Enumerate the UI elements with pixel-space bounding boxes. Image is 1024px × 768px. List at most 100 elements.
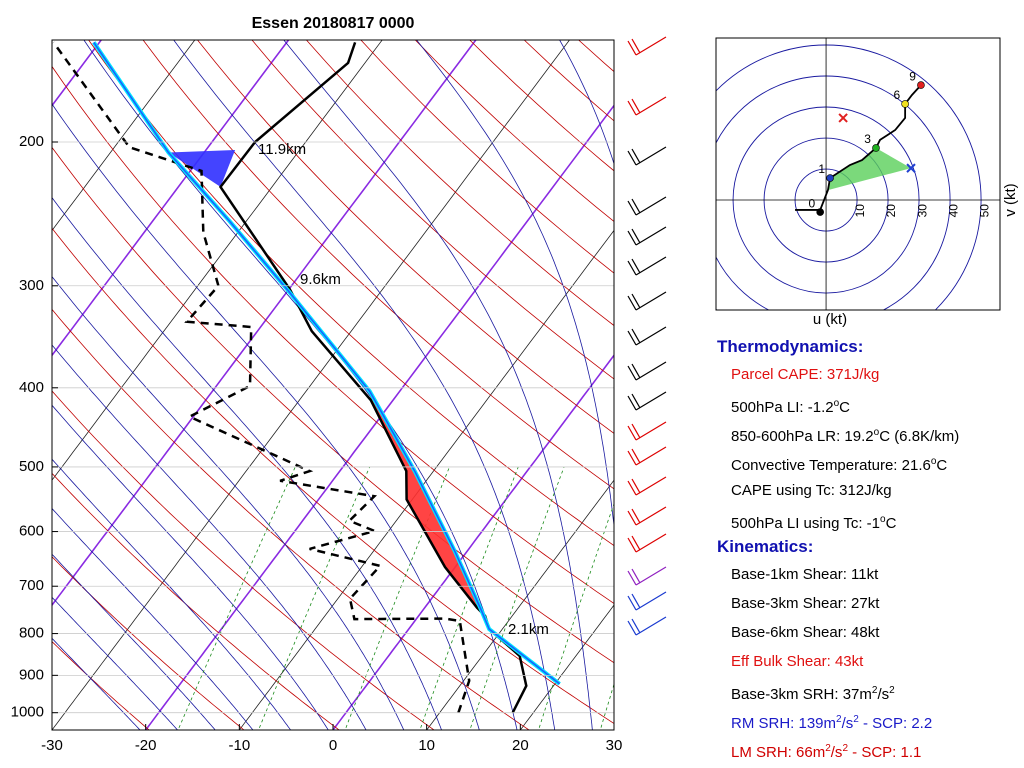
wind-barb [631,228,641,244]
wind-barb [631,568,641,584]
isotherm [52,40,383,481]
wind-barb [631,198,641,214]
hodo-marker [816,208,824,216]
index-line: Base-3km Shear: 27kt [717,589,1022,618]
y-tick-label: 400 [19,379,44,396]
height-annotation: 11.9km [258,141,306,158]
indices-panel: Thermodynamics: Parcel CAPE: 371J/kg 500hP… [717,334,1022,763]
index-line: CAPE using Tc: 312J/kg [717,476,1022,505]
index-text: C [885,515,897,532]
wind-barb [631,293,641,309]
wind-barb [635,36,667,56]
index-line: 850-600hPa LR: 19.2oC (6.8K/km) [717,418,1022,447]
hodo-marker [901,100,909,108]
index-text: Convective Temperature: 21.6 [731,457,931,474]
y-tick-label: 600 [19,523,44,540]
mixing-ratio [419,466,519,730]
superscript: o [873,427,880,438]
hodo-marker-label: 0 [808,196,815,210]
wind-barb [635,391,667,411]
hodo-marker-label: 6 [893,88,900,102]
wind-barb [627,330,637,346]
wind-barb [627,425,637,441]
superscript: 2 [825,743,831,754]
index-line: Base-3km SRH: 37m2/s2 [717,676,1022,705]
wind-barb [635,96,667,116]
mixing-ratio [344,466,450,730]
wind-barb [627,570,637,586]
wind-barb [627,450,637,466]
wind-barb [631,258,641,274]
hodo-marker [826,174,834,182]
index-text: C [839,399,850,416]
wind-barb [627,480,637,496]
index-text: 850-600hPa LR: 19.2 [731,428,874,445]
wind-barb [627,260,637,276]
wind-barb [631,535,641,551]
wind-barb [635,616,667,636]
ring-label: 10 [853,204,867,218]
index-text: Base-3km SRH: 37m [731,686,872,703]
moist-adiabat [52,596,179,730]
index-line: Parcel CAPE: 371J/kg [717,360,1022,389]
x-tick-label: -20 [135,737,157,754]
superscript: 2 [853,714,859,725]
superscript: 2 [871,685,878,696]
dry-adiabat [251,40,614,380]
moist-adiabat [52,553,216,730]
index-line: Base-1km Shear: 11kt [717,560,1022,589]
index-text: /s [877,686,890,703]
plot-frame [51,39,615,731]
index-text: Base-3km Shear: 27kt [731,595,880,612]
index-text: C (6.8K/km) [879,428,960,445]
hodo-marker [872,144,880,152]
wind-barb [635,446,667,466]
index-text: /s [830,744,843,761]
index-text: 500hPa LI using Tc: -1 [731,515,880,532]
wind-barb [631,478,641,494]
moist-adiabat [416,40,614,529]
chart-title: Essen 20180817 0000 [252,15,415,32]
superscript: 2 [889,685,895,696]
index-text: LM SRH: 66m [731,744,826,761]
ring-label: 40 [946,204,960,218]
dry-adiabat [305,40,614,327]
dry-adiabat [196,40,614,434]
wind-barb [627,295,637,311]
mixing-ratio [469,466,565,730]
wind-barb [631,38,641,54]
y-tick-label: 700 [19,577,44,594]
y-axis-label: v (kt) [1002,183,1019,216]
index-text: Base-1km Shear: 11kt [731,566,879,583]
dry-adiabat [52,556,245,730]
y-tick-label: 300 [19,277,44,294]
index-line: 500hPa LI: -1.2oC [717,389,1022,418]
wind-barb [631,363,641,379]
index-text: - SCP: 1.1 [848,744,922,761]
wind-barb [631,98,641,114]
index-line: 500hPa LI using Tc: -1oC [717,505,1022,534]
hodo-marker-label: 3 [864,132,871,146]
section-heading: Thermodynamics: [717,337,864,356]
x-axis-label: u (kt) [813,311,847,328]
wind-barb [627,395,637,411]
wind-barb [627,510,637,526]
x-tick-label: 10 [418,737,435,754]
superscript: 2 [842,743,848,754]
storm-motion [906,163,916,173]
wind-barb [635,226,667,246]
wind-barb [631,618,641,634]
height-annotation: 9.6km [300,271,341,288]
wind-barb [635,591,667,611]
index-text: 500hPa LI: -1.2 [731,399,834,416]
srh-area [827,147,912,191]
isotherm [52,40,290,357]
wind-barb [631,393,641,409]
wind-barb [635,566,667,586]
wind-barb [635,533,667,553]
hodograph-area: 0 1 3 69 [716,38,1000,310]
moist-adiabat [52,637,141,730]
index-text: C [936,457,948,474]
